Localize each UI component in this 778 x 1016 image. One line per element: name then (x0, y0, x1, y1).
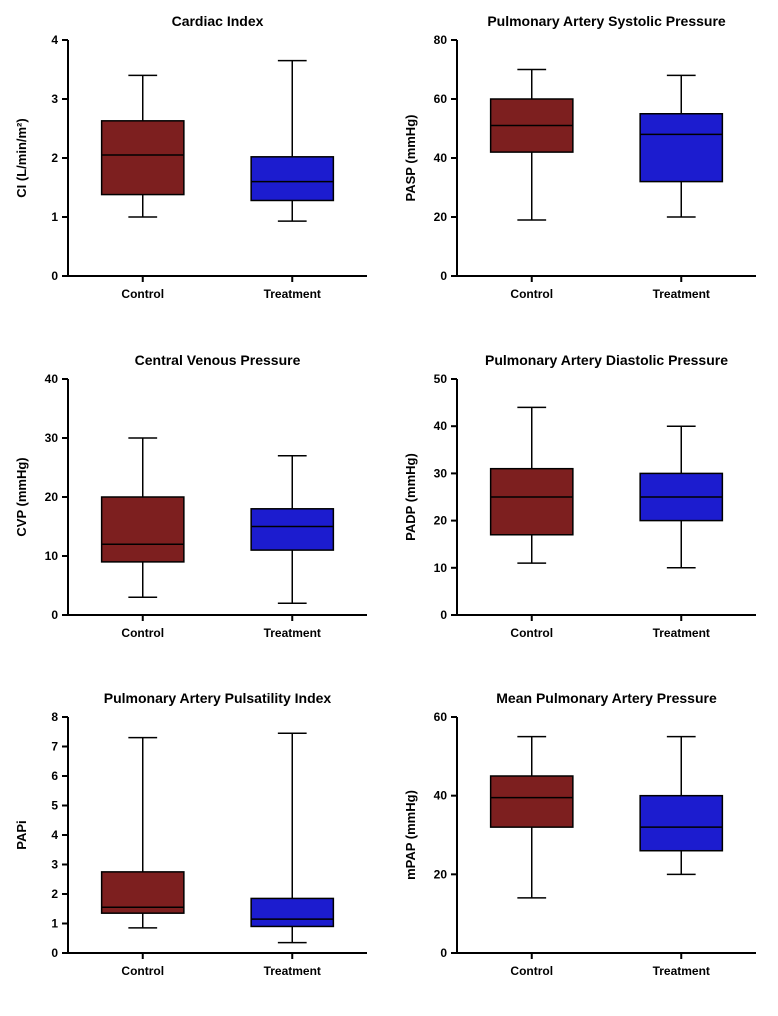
box-treatment (251, 157, 333, 201)
y-tick-label: 10 (434, 560, 448, 574)
box-control (491, 468, 573, 534)
chart-grid: Cardiac Index 0 1 2 3 4 CI (L/min/m²) Control Tr… (0, 0, 778, 1016)
box-control (102, 497, 184, 562)
y-tick-label: 3 (51, 92, 58, 106)
y-tick-label: 20 (434, 868, 448, 882)
chart-title: Mean Pulmonary Artery Pressure (496, 690, 717, 706)
y-tick-label: 0 (51, 608, 58, 622)
y-tick-label: 0 (440, 608, 447, 622)
category-label: Treatment (653, 287, 710, 301)
y-tick-label: 7 (51, 740, 58, 754)
y-tick-label: 0 (440, 946, 447, 960)
y-tick-label: 8 (51, 710, 58, 724)
y-tick-label: 0 (51, 946, 58, 960)
y-tick-label: 5 (51, 799, 58, 813)
y-tick-label: 1 (51, 917, 58, 931)
y-tick-label: 60 (434, 92, 448, 106)
y-tick-label: 80 (434, 33, 448, 47)
y-tick-label: 40 (434, 151, 448, 165)
y-tick-label: 0 (51, 269, 58, 283)
y-tick-label: 20 (45, 490, 59, 504)
y-tick-label: 30 (434, 466, 448, 480)
panel-pasp: Pulmonary Artery Systolic Pressure 0 20 40 6… (399, 10, 768, 329)
y-tick-label: 4 (51, 828, 58, 842)
category-label: Treatment (264, 626, 321, 640)
y-axis-label: PADP (mmHg) (403, 453, 418, 541)
panel-padp: Pulmonary Artery Diastolic Pressure 0 10 20… (399, 349, 768, 668)
y-tick-label: 4 (51, 33, 58, 47)
y-tick-label: 30 (45, 431, 59, 445)
box-treatment (251, 899, 333, 927)
y-tick-label: 3 (51, 858, 58, 872)
category-label: Treatment (653, 964, 710, 978)
y-tick-label: 0 (440, 269, 447, 283)
y-tick-label: 10 (45, 549, 59, 563)
y-axis-label: CI (L/min/m²) (14, 118, 29, 197)
category-label: Treatment (653, 626, 710, 640)
panel-cvp: Central Venous Pressure 0 10 20 30 40 CVP (mmH… (10, 349, 379, 668)
box-control (491, 776, 573, 827)
chart-title: Pulmonary Artery Pulsatility Index (104, 690, 332, 706)
y-axis-label: PAPi (14, 821, 29, 850)
box-treatment (640, 114, 722, 182)
chart-title: Central Venous Pressure (135, 352, 301, 368)
category-label: Treatment (264, 964, 321, 978)
y-tick-label: 2 (51, 887, 58, 901)
y-axis-label: CVP (mmHg) (14, 457, 29, 536)
y-tick-label: 1 (51, 210, 58, 224)
y-axis-label: PASP (mmHg) (403, 115, 418, 202)
category-label: Control (121, 287, 164, 301)
category-label: Control (510, 626, 553, 640)
panel-mpap: Mean Pulmonary Artery Pressure 0 20 40 60 mPA… (399, 687, 768, 1006)
y-tick-label: 60 (434, 710, 448, 724)
box-control (102, 121, 184, 195)
chart-title: Cardiac Index (172, 13, 264, 29)
category-label: Control (510, 287, 553, 301)
box-treatment (640, 796, 722, 851)
y-tick-label: 20 (434, 210, 448, 224)
y-axis-label: mPAP (mmHg) (403, 790, 418, 880)
box-treatment (251, 508, 333, 549)
category-label: Control (121, 964, 164, 978)
category-label: Control (121, 626, 164, 640)
chart-title: Pulmonary Artery Systolic Pressure (487, 13, 726, 29)
category-label: Control (510, 964, 553, 978)
y-tick-label: 2 (51, 151, 58, 165)
y-tick-label: 40 (434, 419, 448, 433)
chart-title: Pulmonary Artery Diastolic Pressure (485, 352, 728, 368)
panel-papi: Pulmonary Artery Pulsatility Index 0 1 2 3 4 5… (10, 687, 379, 1006)
y-tick-label: 6 (51, 769, 58, 783)
y-tick-label: 20 (434, 513, 448, 527)
y-tick-label: 40 (434, 789, 448, 803)
panel-ci: Cardiac Index 0 1 2 3 4 CI (L/min/m²) Control Tr… (10, 10, 379, 329)
category-label: Treatment (264, 287, 321, 301)
y-tick-label: 40 (45, 372, 59, 386)
y-tick-label: 50 (434, 372, 448, 386)
